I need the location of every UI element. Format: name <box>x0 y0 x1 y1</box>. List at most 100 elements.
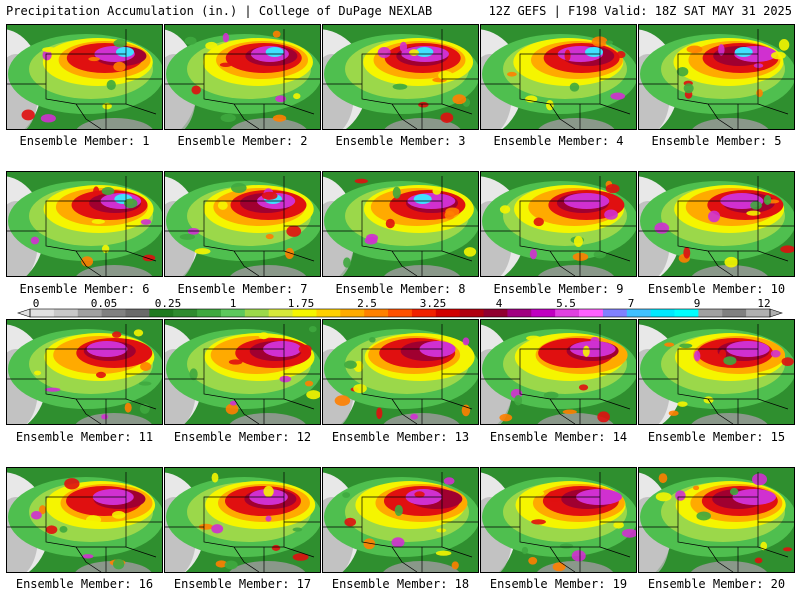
colorbar-segment <box>30 309 55 317</box>
ensemble-member-label: Ensemble Member: 14 <box>489 430 628 444</box>
colorbar-segment <box>173 309 198 317</box>
ensemble-map-panel <box>164 467 321 573</box>
colorbar-segment <box>459 309 485 317</box>
precipitation-map <box>638 24 795 130</box>
ensemble-member-label: Ensemble Member: 6 <box>19 282 150 296</box>
ensemble-member-label: Ensemble Member: 8 <box>335 282 466 296</box>
ensemble-map-panel <box>638 319 795 425</box>
ensemble-map-panel <box>638 171 795 277</box>
state-borders <box>6 472 163 573</box>
precipitation-map <box>164 24 321 130</box>
ensemble-map-panel <box>6 319 163 425</box>
state-borders <box>480 176 637 277</box>
colorbar-tick-label: 12 <box>757 297 771 310</box>
ensemble-member-label: Ensemble Member: 3 <box>335 134 466 148</box>
state-borders <box>322 324 479 425</box>
precipitation-map <box>480 467 637 573</box>
colorbar-segment <box>435 309 461 317</box>
precipitation-map <box>638 467 795 573</box>
colorbar-tick-label: 2.5 <box>357 297 377 310</box>
ensemble-member-label: Ensemble Member: 9 <box>493 282 624 296</box>
ensemble-map-panel <box>480 24 637 130</box>
colorbar-segment <box>388 309 413 317</box>
state-borders <box>322 472 479 573</box>
ensemble-member-label: Ensemble Member: 16 <box>15 577 154 591</box>
colorbar-segment <box>364 309 389 317</box>
ensemble-map-panel <box>6 467 163 573</box>
ensemble-map-panel <box>480 171 637 277</box>
ensemble-member-label: Ensemble Member: 12 <box>173 430 312 444</box>
state-borders <box>164 472 321 573</box>
colorbar-tick-label: 0 <box>32 297 40 310</box>
colorbar-tick-label: 0.25 <box>154 297 182 310</box>
state-borders <box>480 324 637 425</box>
ensemble-member-label: Ensemble Member: 5 <box>651 134 782 148</box>
ensemble-member-label: Ensemble Member: 7 <box>177 282 308 296</box>
state-borders <box>6 176 163 277</box>
ensemble-member-label: Ensemble Member: 17 <box>173 577 312 591</box>
state-borders <box>164 176 321 277</box>
ensemble-member-label: Ensemble Member: 18 <box>331 577 470 591</box>
colorbar-segment <box>507 309 532 317</box>
ensemble-map-panel <box>322 171 479 277</box>
precipitation-map <box>638 319 795 425</box>
precipitation-map <box>480 319 637 425</box>
colorbar-segment <box>340 309 365 317</box>
state-borders <box>638 29 795 130</box>
precipitation-map <box>480 24 637 130</box>
colorbar-tick-label: 1 <box>229 297 237 310</box>
ensemble-map-panel <box>638 467 795 573</box>
ensemble-member-label: Ensemble Member: 15 <box>647 430 786 444</box>
colorbar-min-arrow <box>17 308 31 318</box>
colorbar-segment <box>101 309 126 317</box>
precipitation-map <box>6 319 163 425</box>
precipitation-map <box>322 467 479 573</box>
colorbar-segment <box>650 309 676 317</box>
precipitation-map <box>480 171 637 277</box>
ensemble-map-panel <box>6 24 163 130</box>
precipitation-map <box>322 319 479 425</box>
colorbar-segment <box>746 309 771 317</box>
colorbar-segment <box>579 309 604 317</box>
colorbar-segment <box>53 309 79 317</box>
colorbar-segment <box>602 309 628 317</box>
colorbar-segment <box>531 309 556 317</box>
colorbar-segment <box>77 309 103 317</box>
ensemble-member-label: Ensemble Member: 2 <box>177 134 308 148</box>
state-borders <box>6 29 163 130</box>
ensemble-map-panel <box>322 24 479 130</box>
state-borders <box>322 29 479 130</box>
ensemble-member-label: Ensemble Member: 10 <box>647 282 786 296</box>
colorbar-segment <box>292 309 317 317</box>
ensemble-member-label: Ensemble Member: 4 <box>493 134 624 148</box>
colorbar <box>17 308 783 318</box>
colorbar-segment <box>674 309 699 317</box>
precipitation-map <box>164 171 321 277</box>
precipitation-map <box>6 467 163 573</box>
ensemble-map-panel <box>480 319 637 425</box>
colorbar-segment <box>483 309 508 317</box>
state-borders <box>638 176 795 277</box>
ensemble-member-label: Ensemble Member: 11 <box>15 430 154 444</box>
chart-title: Precipitation Accumulation (in.) | Colle… <box>6 4 433 18</box>
ensemble-map-panel <box>322 467 479 573</box>
precipitation-map <box>6 171 163 277</box>
colorbar-tick-label: 4 <box>495 297 503 310</box>
ensemble-map-panel <box>638 24 795 130</box>
ensemble-member-label: Ensemble Member: 19 <box>489 577 628 591</box>
colorbar-tick-label: 1.75 <box>287 297 315 310</box>
colorbar-segment <box>268 309 294 317</box>
ensemble-member-label: Ensemble Member: 13 <box>331 430 470 444</box>
state-borders <box>480 29 637 130</box>
ensemble-member-label: Ensemble Member: 1 <box>19 134 150 148</box>
model-run-info: 12Z GEFS | F198 Valid: 18Z SAT MAY 31 20… <box>488 4 792 18</box>
state-borders <box>480 472 637 573</box>
colorbar-segment <box>411 309 437 317</box>
colorbar-tick-label: 9 <box>693 297 701 310</box>
colorbar-segment <box>197 309 222 317</box>
colorbar-segment <box>555 309 580 317</box>
colorbar-segment <box>626 309 652 317</box>
colorbar-segment <box>220 309 246 317</box>
precipitation-map <box>322 171 479 277</box>
precipitation-map <box>164 467 321 573</box>
